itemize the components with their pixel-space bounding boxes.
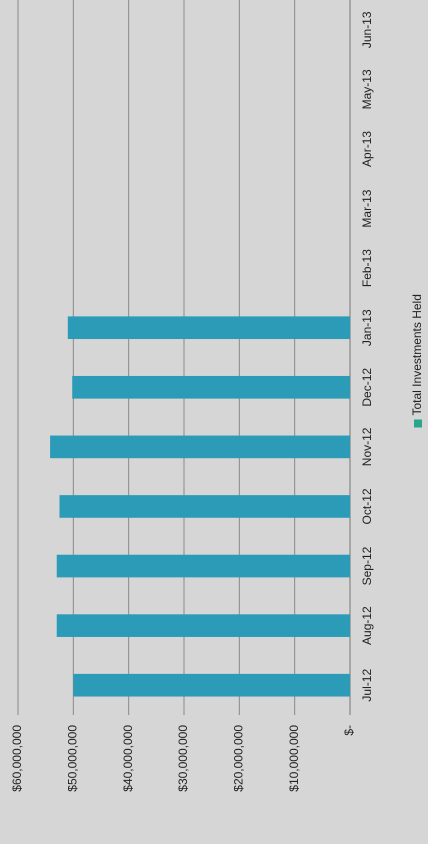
bar: [56, 554, 350, 578]
y-tick-label: $30,000,000: [176, 725, 190, 792]
rotated-chart: $- $10,000,000 $20,000,000 $30,000,000 $40,0…: [10, 0, 424, 792]
bar: [72, 375, 351, 399]
x-tick-label: Aug-12: [360, 606, 374, 645]
x-tick-label: Apr-13: [360, 131, 374, 167]
x-tick-label: Jun-13: [360, 11, 374, 48]
x-tick-label: May-13: [360, 69, 374, 109]
bar: [73, 673, 350, 697]
y-tick-label: $-: [342, 725, 356, 736]
x-tick-label: Jul-12: [360, 669, 374, 702]
bar: [59, 495, 350, 518]
x-tick-label: Oct-12: [360, 488, 374, 524]
y-tick-label: $60,000,000: [10, 725, 24, 792]
y-tick-label: $10,000,000: [287, 725, 301, 792]
x-tick-label: Feb-13: [360, 249, 374, 287]
x-tick-label: Mar-13: [360, 189, 374, 227]
y-tick-label: $50,000,000: [66, 725, 80, 792]
legend-swatch: [414, 419, 422, 428]
legend-label: Total Investments Held: [410, 294, 424, 415]
x-tick-label: Dec-12: [360, 368, 374, 407]
y-tick-label: $20,000,000: [232, 725, 246, 792]
bar: [56, 614, 350, 637]
bar: [67, 316, 351, 340]
bar: [50, 435, 351, 459]
x-tick-label: Sep-12: [360, 546, 374, 585]
x-tick-label: Jan-13: [360, 309, 374, 346]
x-tick-label: Nov-12: [360, 427, 374, 466]
y-tick-label: $40,000,000: [121, 725, 135, 792]
